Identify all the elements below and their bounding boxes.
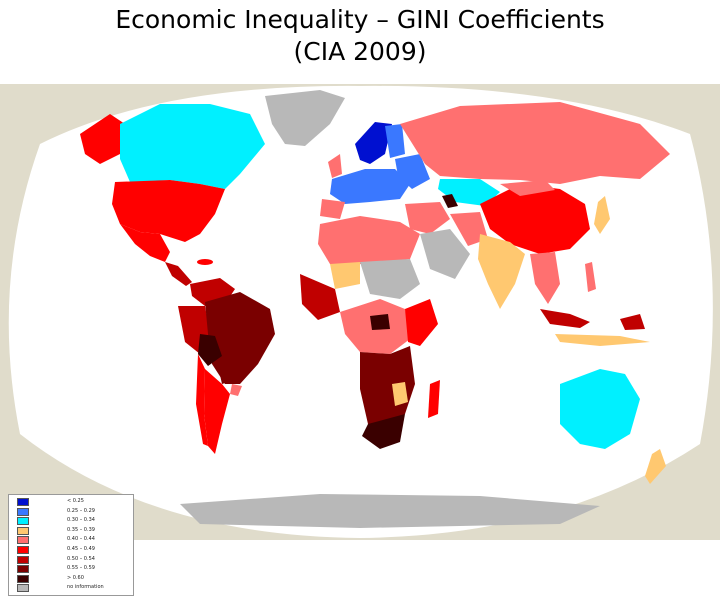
legend-label: 0.35 – 0.39 [67,526,95,533]
southern-africa [360,346,415,429]
legend-label: > 0.60 [67,574,84,581]
legend-label: no information [67,584,104,591]
legend-swatch [17,565,29,574]
chile [196,354,208,446]
eastern-europe [395,154,430,189]
page-title: Economic Inequality – GINI Coefficients … [0,4,720,68]
canada [120,104,265,189]
bolivia [198,334,222,366]
new-zealand [645,449,666,484]
legend-row: 0.40 – 0.44 [11,535,131,545]
usa [112,180,225,242]
legend-label: < 0.25 [67,498,84,504]
legend-row: 0.25 – 0.29 [11,507,131,516]
legend-row: 0.50 – 0.54 [11,555,131,564]
sahel [360,259,420,299]
car [370,314,390,330]
mexico [120,224,170,262]
mozambique [392,382,408,406]
greenland [265,90,345,146]
philippines [585,262,596,292]
caspian-region [442,194,458,208]
east-africa [405,299,438,346]
alaska [80,114,125,164]
caribbean-islands [197,259,213,265]
southeast-asia [530,252,560,304]
legend-row: no information [11,583,131,593]
western-europe [330,169,410,204]
iberia [320,199,345,219]
legend-row: < 0.25 [11,497,131,506]
legend-swatch [17,498,29,506]
brazil [205,292,275,384]
title-line-1: Economic Inequality – GINI Coefficients [115,5,605,34]
map-legend: < 0.25 0.25 – 0.29 0.30 – 0.34 0.35 – 0.39 0… [8,494,134,596]
legend-label: 0.45 – 0.49 [67,546,95,552]
legend-swatch [17,584,29,593]
legend-swatch [17,536,29,545]
china [480,184,590,254]
legend-row: 0.45 – 0.49 [11,545,131,554]
japan [594,196,610,234]
scandinavia [355,122,392,164]
turkey-middle-east [405,202,450,234]
russia [400,102,670,184]
legend-row: 0.35 – 0.39 [11,526,131,535]
legend-swatch [17,507,29,516]
legend-swatch [17,517,29,526]
legend-label: 0.25 – 0.29 [67,507,95,514]
argentina [204,369,230,454]
legend-row: > 0.60 [11,574,131,583]
central-america [165,262,192,286]
antarctica [180,494,600,528]
papua-new-guinea [620,314,645,330]
mongolia [500,180,555,196]
arabia [420,229,470,279]
uk-ireland [328,154,342,178]
madagascar [428,380,440,418]
south-africa [362,414,405,449]
finland [385,124,405,158]
paraguay [218,366,235,384]
legend-swatch [17,526,29,535]
legend-row: 0.55 – 0.59 [11,564,131,574]
north-africa [318,216,420,264]
title-line-2: (CIA 2009) [293,37,427,66]
indonesia-malaysia [540,309,590,328]
legend-row: 0.30 – 0.34 [11,516,131,526]
indonesia-islands [555,334,650,346]
uruguay [230,384,242,396]
sahara [330,262,360,289]
legend-swatch [17,555,29,564]
legend-label: 0.50 – 0.54 [67,555,95,562]
iran [450,212,488,246]
india [478,234,525,309]
legend-swatch [17,574,29,583]
west-africa [300,274,340,320]
australia [560,369,640,449]
world-map [8,85,713,538]
legend-label: 0.30 – 0.34 [67,517,95,524]
legend-label: 0.55 – 0.59 [67,565,95,572]
legend-label: 0.40 – 0.44 [67,536,95,543]
map-frame: < 0.25 0.25 – 0.29 0.30 – 0.34 0.35 – 0.39 0… [0,84,720,596]
legend-swatch [17,546,29,554]
